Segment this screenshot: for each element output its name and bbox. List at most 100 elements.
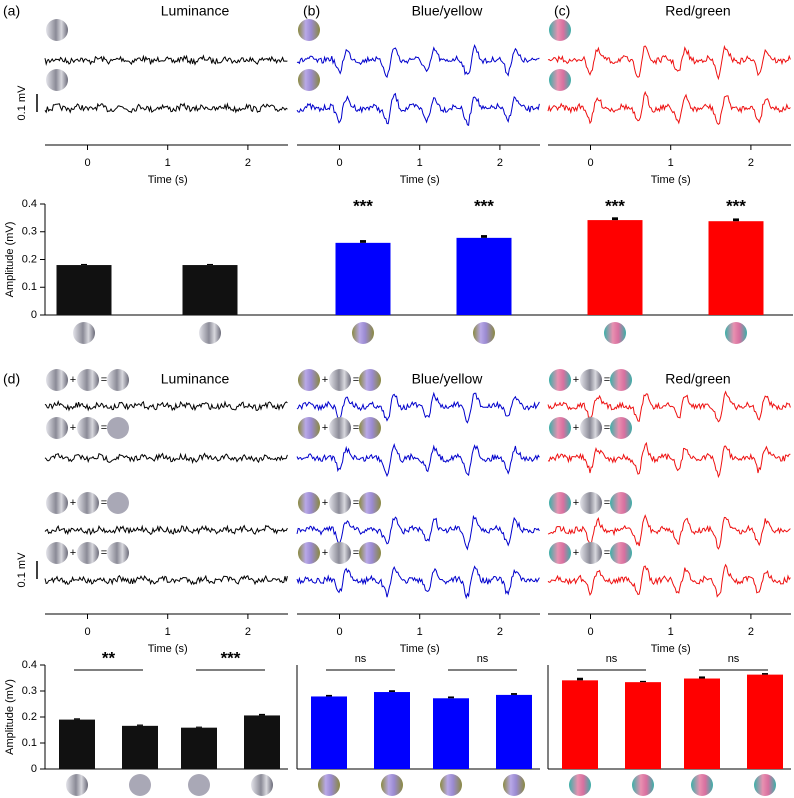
stimulus-icon bbox=[359, 492, 381, 514]
x-tick-label: 0 bbox=[84, 157, 90, 169]
stimulus-icon bbox=[251, 774, 273, 796]
significance: *** bbox=[474, 196, 494, 215]
stimulus-icon bbox=[549, 69, 571, 91]
significance: *** bbox=[726, 196, 746, 215]
x-tick-label: 0 bbox=[84, 626, 90, 638]
stimulus-icon bbox=[329, 542, 351, 564]
bar bbox=[625, 682, 661, 769]
x-axis-label: Time (s) bbox=[651, 174, 691, 186]
y-tick-label: 0.4 bbox=[22, 198, 37, 210]
trace bbox=[296, 514, 540, 551]
operator: + bbox=[573, 497, 579, 509]
operator: + bbox=[70, 422, 76, 434]
stimulus-icon bbox=[107, 369, 129, 391]
scale-label: 0.1 mV bbox=[16, 552, 28, 588]
panel-label: (d) bbox=[3, 371, 20, 387]
bar bbox=[59, 719, 95, 769]
bar bbox=[311, 696, 347, 769]
stimulus-icon bbox=[632, 774, 654, 796]
stimulus-icon bbox=[46, 417, 68, 439]
bar bbox=[747, 674, 783, 769]
operator: + bbox=[70, 547, 76, 559]
significance: ns bbox=[355, 653, 367, 665]
operator: + bbox=[322, 547, 328, 559]
bar bbox=[496, 694, 532, 769]
stimulus-icon bbox=[725, 322, 747, 344]
trace bbox=[547, 390, 791, 423]
stimulus-icon bbox=[77, 542, 99, 564]
stimulus-icon bbox=[610, 492, 632, 514]
bar bbox=[182, 265, 238, 315]
significance: ns bbox=[606, 653, 618, 665]
significance: *** bbox=[353, 196, 373, 215]
x-tick-label: 2 bbox=[497, 626, 503, 638]
stimulus-icon bbox=[298, 19, 320, 41]
stimulus-icon bbox=[352, 322, 374, 344]
x-axis-label: Time (s) bbox=[400, 174, 440, 186]
stimulus-icon bbox=[107, 542, 129, 564]
stimulus-icon bbox=[298, 542, 320, 564]
stimulus-icon bbox=[580, 417, 602, 439]
stimulus-icon bbox=[318, 774, 340, 796]
stimulus-icon bbox=[359, 417, 381, 439]
stimulus-icon bbox=[329, 369, 351, 391]
trace bbox=[296, 92, 540, 127]
bar bbox=[708, 221, 764, 315]
x-axis-label: Time (s) bbox=[651, 643, 691, 655]
panel-label: (c) bbox=[554, 3, 570, 19]
x-tick-label: 1 bbox=[417, 157, 423, 169]
operator: + bbox=[322, 497, 328, 509]
operator: + bbox=[573, 374, 579, 386]
trace bbox=[296, 443, 540, 478]
panel-title: Red/green bbox=[665, 3, 730, 19]
y-tick-label: 0.4 bbox=[22, 659, 37, 671]
x-tick-label: 0 bbox=[336, 626, 342, 638]
x-tick-label: 0 bbox=[587, 157, 593, 169]
panel-label: (a) bbox=[3, 3, 20, 19]
stimulus-icon bbox=[569, 774, 591, 796]
panel-label: (b) bbox=[303, 3, 320, 19]
significance: *** bbox=[605, 196, 625, 215]
stimulus-icon bbox=[549, 369, 571, 391]
significance: ns bbox=[477, 653, 489, 665]
trace bbox=[547, 90, 791, 125]
x-tick-label: 2 bbox=[245, 626, 251, 638]
stimulus-icon bbox=[129, 774, 151, 796]
panel-title: Red/green bbox=[665, 371, 730, 387]
stimulus-icon bbox=[549, 19, 571, 41]
operator: = bbox=[101, 374, 107, 386]
y-tick-label: 0.3 bbox=[22, 685, 37, 697]
stimulus-icon bbox=[298, 369, 320, 391]
operator: + bbox=[70, 374, 76, 386]
stimulus-icon bbox=[359, 369, 381, 391]
stimulus-icon bbox=[381, 774, 403, 796]
operator: = bbox=[604, 374, 610, 386]
stimulus-icon bbox=[440, 774, 462, 796]
stimulus-icon bbox=[329, 492, 351, 514]
stimulus-icon bbox=[46, 492, 68, 514]
stimulus-icon bbox=[107, 492, 129, 514]
trace bbox=[296, 565, 540, 600]
operator: = bbox=[353, 422, 359, 434]
stimulus-icon bbox=[359, 542, 381, 564]
stimulus-icon bbox=[298, 69, 320, 91]
trace bbox=[296, 43, 540, 79]
significance: *** bbox=[221, 648, 241, 667]
operator: = bbox=[604, 497, 610, 509]
stimulus-icon bbox=[73, 322, 95, 344]
stimulus-icon bbox=[549, 492, 571, 514]
trace bbox=[44, 524, 288, 536]
y-tick-label: 0.3 bbox=[22, 226, 37, 238]
y-tick-label: 0.1 bbox=[22, 737, 37, 749]
bar bbox=[244, 715, 280, 769]
x-tick-label: 2 bbox=[497, 157, 503, 169]
stimulus-icon bbox=[580, 369, 602, 391]
operator: = bbox=[101, 547, 107, 559]
stimulus-icon bbox=[549, 542, 571, 564]
trace bbox=[547, 514, 791, 550]
x-tick-label: 2 bbox=[748, 626, 754, 638]
trace bbox=[44, 102, 288, 114]
bar bbox=[433, 698, 469, 769]
operator: + bbox=[70, 497, 76, 509]
